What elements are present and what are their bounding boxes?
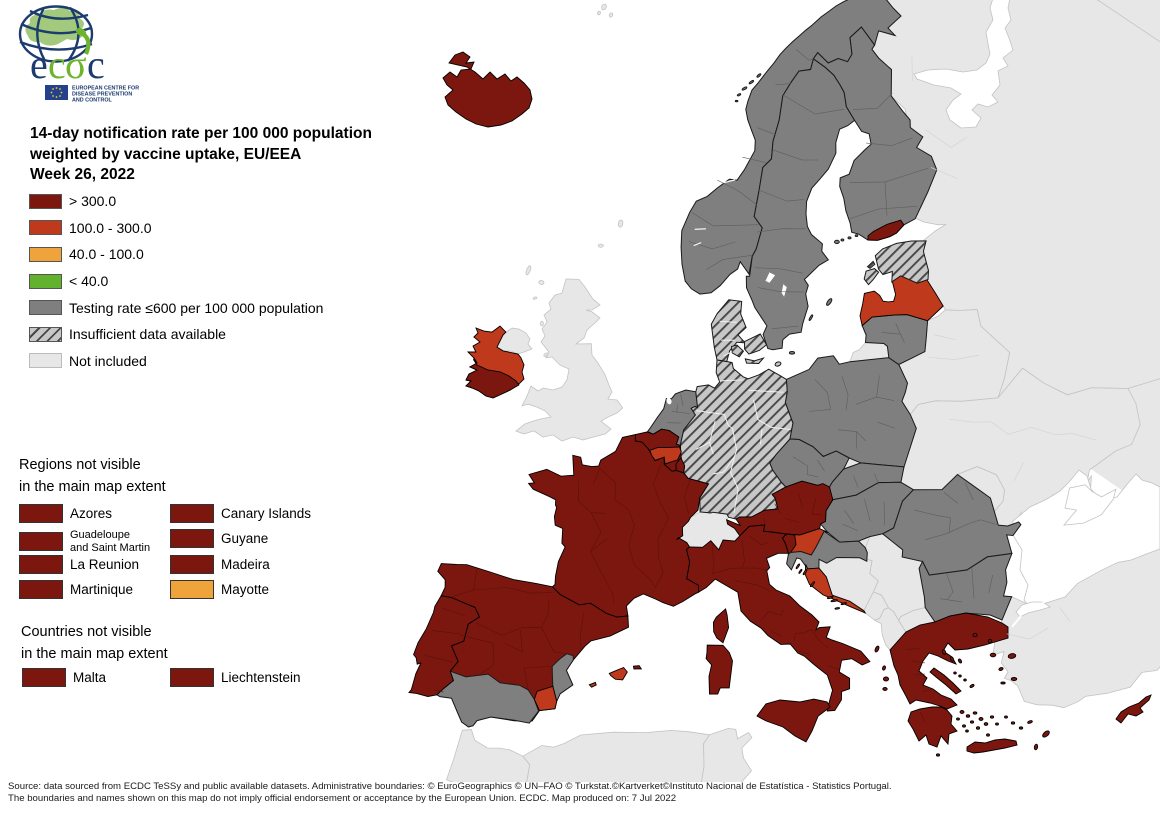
svg-text:c: c: [87, 42, 105, 87]
svg-text:EUROPEAN CENTRE FOR: EUROPEAN CENTRE FOR: [72, 86, 139, 92]
svg-text:AND CONTROL: AND CONTROL: [72, 98, 113, 104]
svg-text:c: c: [48, 42, 66, 87]
svg-text:e: e: [30, 42, 48, 87]
svg-text:σ: σ: [65, 42, 87, 87]
svg-text:DISEASE PREVENTION: DISEASE PREVENTION: [72, 92, 132, 98]
